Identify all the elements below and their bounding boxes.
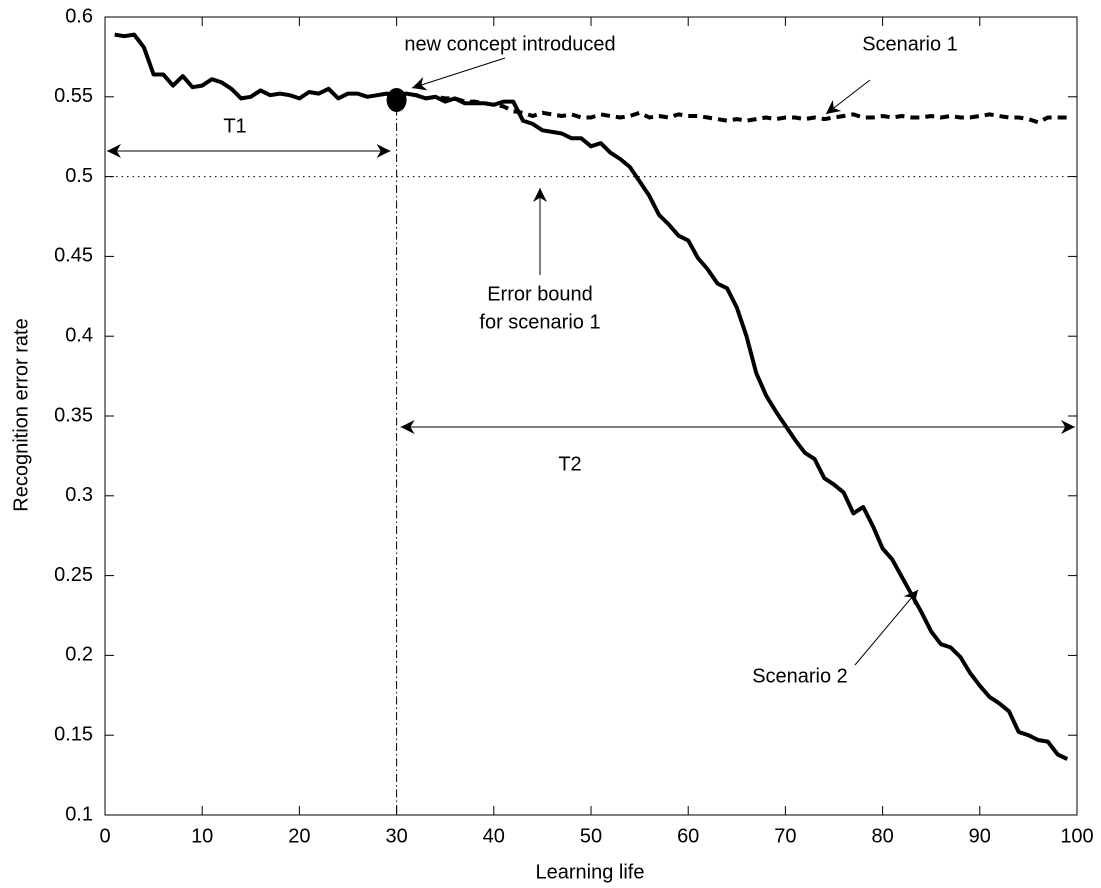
- series-line: [114, 32, 1069, 761]
- annotation: Scenario 2: [752, 665, 848, 687]
- x-tick-label: 80: [871, 825, 893, 847]
- y-tick-label: 0.15: [54, 723, 93, 745]
- scenario1-arrow: [825, 79, 871, 115]
- y-axis-label: Recognition error rate: [10, 318, 32, 511]
- concept-marker: [386, 87, 407, 112]
- annotation: T2: [558, 453, 581, 475]
- x-tick-label: 90: [969, 825, 991, 847]
- y-tick-label: 0.5: [65, 165, 93, 187]
- annotation: new concept introduced: [404, 33, 615, 55]
- x-tick-label: 70: [774, 825, 796, 847]
- x-tick-label: 40: [483, 825, 505, 847]
- x-tick-label: 100: [1060, 825, 1093, 847]
- x-tick-label: 20: [288, 825, 310, 847]
- y-tick-label: 0.4: [65, 324, 93, 346]
- y-tick-label: 0.25: [54, 564, 93, 586]
- x-tick-label: 30: [385, 825, 407, 847]
- y-tick-label: 0.3: [65, 484, 93, 506]
- x-tick-label: 60: [677, 825, 699, 847]
- y-tick-label: 0.1: [65, 803, 93, 825]
- plot-frame: [104, 16, 1078, 816]
- annotation: Scenario 1: [862, 33, 958, 55]
- annotation: Error bound: [487, 283, 593, 305]
- x-tick-label: 10: [191, 825, 213, 847]
- x-tick-label: 50: [580, 825, 602, 847]
- y-tick-label: 0.55: [54, 85, 93, 107]
- concept-arrow: [411, 57, 506, 91]
- annotation: for scenario 1: [479, 311, 600, 333]
- y-tick-label: 0.2: [65, 644, 93, 666]
- y-tick-label: 0.35: [54, 404, 93, 426]
- y-tick-label: 0.45: [54, 245, 93, 267]
- scenario2-arrow: [854, 589, 919, 666]
- series-line: [396, 91, 1068, 125]
- y-tick-label: 0.6: [65, 5, 93, 27]
- x-axis-label: Learning life: [536, 861, 645, 883]
- x-tick-label: 0: [99, 825, 110, 847]
- annotation: T1: [223, 115, 246, 137]
